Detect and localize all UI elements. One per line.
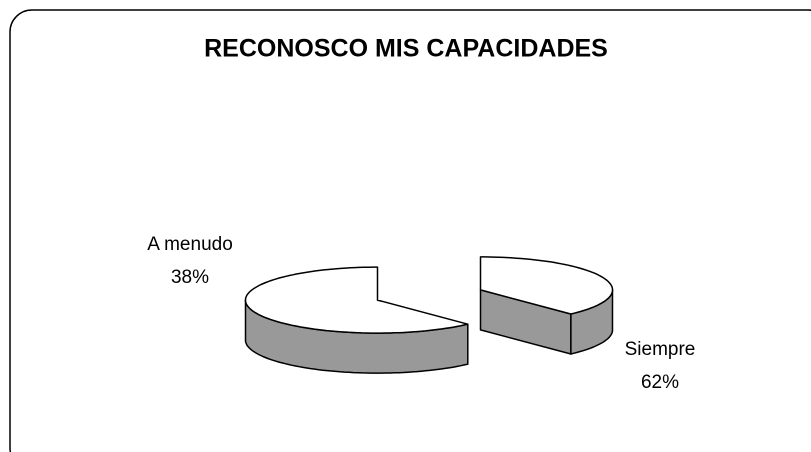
chart-title: RECONOSCO MIS CAPACIDADES: [204, 35, 608, 63]
pie-slice: [479, 256, 614, 355]
slice-label: A menudo: [147, 234, 233, 255]
slice-top: [244, 266, 469, 334]
slice-value-label: 38%: [171, 267, 209, 288]
slice-top: [479, 256, 614, 315]
pie-slice: [244, 266, 469, 374]
slice-value-label: 62%: [641, 372, 679, 393]
slice-label: Siempre: [625, 339, 696, 360]
chart-frame: [9, 9, 811, 452]
